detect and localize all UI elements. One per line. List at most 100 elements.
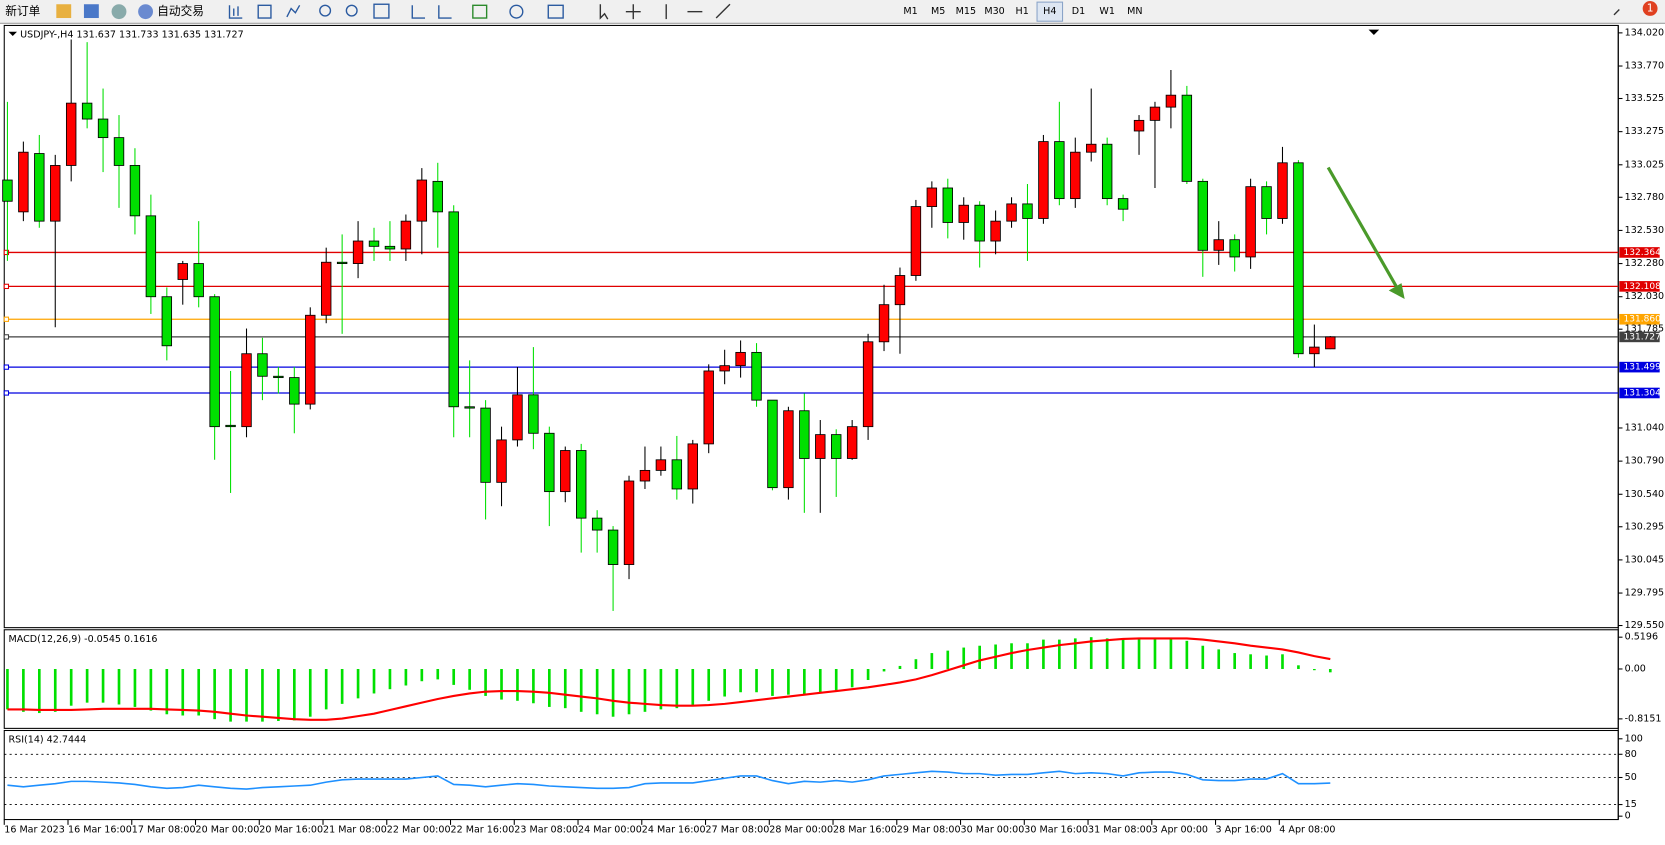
price-level-label-bg	[1619, 281, 1660, 292]
signal-line	[7, 637, 1331, 721]
x-tick-label: 3 Apr 16:00	[1216, 825, 1272, 836]
x-tick-label: 28 Mar 16:00	[833, 825, 897, 836]
icon[interactable]	[83, 4, 99, 19]
price-level-marker	[3, 249, 10, 256]
shift-marker	[1368, 29, 1380, 35]
price-level-label-bg	[1619, 387, 1660, 399]
y-tick-label: 15	[1625, 799, 1637, 810]
price-level-label-bg	[1619, 313, 1660, 325]
candle-body	[639, 469, 651, 482]
timeframe-button[interactable]: MN	[1127, 6, 1142, 17]
icon[interactable]	[599, 4, 609, 20]
x-tick-label: 3 Apr 00:00	[1152, 825, 1208, 836]
icon[interactable]	[257, 4, 272, 19]
timeframe-button[interactable]: W1	[1099, 6, 1115, 17]
icon[interactable]	[547, 4, 564, 19]
candle-body	[225, 424, 236, 428]
candle-body	[607, 529, 619, 565]
price-level-marker	[3, 390, 10, 396]
timeframe-button[interactable]: M15	[956, 6, 976, 17]
timeframe-button[interactable]: H4	[1043, 6, 1056, 17]
icon[interactable]	[286, 4, 301, 18]
price-level-label-bg	[1619, 361, 1660, 373]
candle-body	[1101, 143, 1113, 200]
candle-body	[1022, 203, 1033, 219]
candle-body	[751, 351, 762, 401]
price-level-marker	[3, 334, 10, 340]
candle-body	[480, 407, 491, 483]
icon[interactable]	[56, 4, 72, 19]
icon[interactable]	[509, 4, 524, 19]
timeframe-button[interactable]: H1	[1016, 6, 1029, 17]
macd-title: MACD(12,26,9) -0.0545 0.1616	[9, 634, 158, 645]
icon[interactable]	[1613, 9, 1620, 16]
candle-body	[416, 179, 428, 222]
y-tick-label: 131.785	[1625, 324, 1665, 335]
y-tick-label: 132.280	[1625, 258, 1665, 269]
toolbar: 新订单 自动交易 M1 M5 M15 M30 H1 H4 D1 W1 MN 1	[0, 0, 1665, 24]
price-level-label: 132.108	[1624, 282, 1662, 292]
candle-body	[273, 375, 284, 379]
y-tick-label: 0	[1625, 811, 1631, 822]
icon[interactable]	[472, 4, 488, 19]
candle-body	[623, 480, 635, 565]
candle-body	[161, 296, 173, 347]
timeframe-button[interactable]: M1	[903, 6, 917, 17]
x-tick-label: 31 Mar 08:00	[1088, 825, 1152, 836]
candle-body	[209, 296, 220, 428]
icon[interactable]	[438, 5, 452, 19]
new-order-button[interactable]: 新订单	[5, 4, 40, 18]
icon[interactable]	[319, 4, 332, 17]
candle-body	[1245, 186, 1256, 258]
icon[interactable]	[138, 4, 154, 20]
x-tick-label: 30 Mar 00:00	[961, 825, 1025, 836]
x-tick-label: 16 Mar 2023	[4, 825, 65, 836]
notification-badge[interactable]	[1642, 1, 1658, 16]
auto-trading-button[interactable]: 自动交易	[157, 4, 204, 18]
y-tick-label: 80	[1625, 749, 1637, 760]
candle-body	[591, 517, 603, 531]
icon[interactable]	[373, 3, 390, 19]
icon[interactable]	[625, 4, 641, 20]
candle-body	[862, 341, 874, 428]
candle-body	[384, 245, 396, 250]
timeframe-button[interactable]: M5	[931, 6, 945, 17]
y-tick-label: 132.030	[1625, 291, 1665, 302]
timeframe-button[interactable]: D1	[1072, 6, 1085, 17]
icon[interactable]	[228, 5, 243, 19]
candle-body	[910, 206, 922, 276]
y-tick-label: 132.530	[1625, 225, 1665, 236]
price-level-marker	[3, 316, 10, 322]
candle-body	[958, 204, 969, 223]
x-tick-label: 29 Mar 08:00	[897, 825, 961, 836]
candle-body	[799, 410, 810, 459]
candle-body	[496, 439, 507, 483]
price-level-label-bg	[1619, 247, 1660, 258]
candle-body	[512, 394, 523, 441]
y-tick-label: 134.020	[1625, 27, 1665, 38]
candle-body	[926, 187, 938, 207]
icon[interactable]	[345, 4, 358, 17]
x-tick-label: 16 Mar 16:00	[68, 825, 132, 836]
x-tick-label: 20 Mar 00:00	[196, 825, 260, 836]
candle-body	[241, 353, 252, 428]
candle-body	[448, 211, 459, 408]
candle-body	[368, 240, 380, 247]
icon[interactable]	[111, 4, 127, 20]
timeframe-button[interactable]: M30	[984, 6, 1004, 17]
candle-body	[352, 240, 364, 264]
icon[interactable]	[411, 5, 426, 19]
candle-body	[1261, 186, 1272, 219]
candle-body	[97, 118, 109, 139]
y-tick-label: 0.00	[1625, 663, 1646, 674]
notification-count: 1	[1647, 1, 1654, 14]
arrow-shaft	[1326, 166, 1398, 288]
x-tick-label: 22 Mar 00:00	[387, 825, 451, 836]
y-tick-label: 0.5196	[1625, 632, 1658, 643]
timeframe-buttons: M1 M5 M15 M30 H1 H4 D1 W1 MN	[903, 1, 1142, 22]
x-tick-label: 4 Apr 08:00	[1279, 825, 1335, 836]
icon[interactable]	[715, 3, 731, 19]
candle-body	[1213, 239, 1224, 251]
candle-body	[1070, 151, 1081, 200]
candle-body	[50, 165, 61, 222]
